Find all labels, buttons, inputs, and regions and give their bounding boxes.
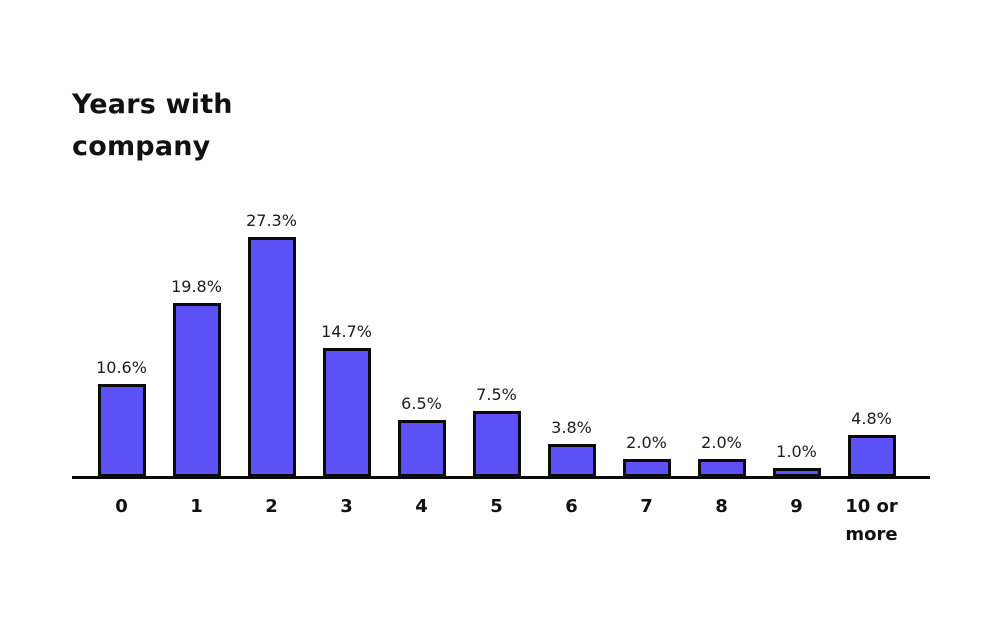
bar-group: 1.0%: [759, 167, 834, 477]
bar-group: 6.5%: [384, 167, 459, 477]
bar-group: 10.6%: [84, 167, 159, 477]
bar-group: 7.5%: [459, 167, 534, 477]
x-axis-tick-label: 10 or more: [845, 496, 898, 545]
bar: [247, 237, 296, 477]
bar-value-label: 2.0%: [701, 433, 742, 452]
x-axis-tick-label: 3: [340, 496, 353, 517]
x-axis-tick-label: 0: [115, 496, 128, 517]
bar: [697, 459, 746, 477]
bar-group: 4.8%: [834, 167, 909, 477]
bar: [547, 444, 596, 477]
bar-group: 14.7%: [309, 167, 384, 477]
bar-value-label: 27.3%: [246, 211, 297, 230]
bar-group: 19.8%: [159, 167, 234, 477]
bar: [172, 303, 221, 477]
bar: [97, 384, 146, 477]
bars-row: 10.6% 19.8% 27.3% 14.7% 6.5% 7.5% 3.8% 2…: [84, 167, 909, 477]
x-axis-line: [72, 476, 930, 479]
x-axis-tick-label: 6: [565, 496, 578, 517]
x-axis-tick-label: 8: [715, 496, 728, 517]
x-axis-tick-label: 7: [640, 496, 653, 517]
bar: [322, 348, 371, 477]
bar-value-label: 19.8%: [171, 277, 222, 296]
bar-value-label: 6.5%: [401, 394, 442, 413]
bar: [772, 468, 821, 477]
bar: [397, 420, 446, 477]
x-axis-tick-label: 1: [190, 496, 203, 517]
x-axis-tick-label: 5: [490, 496, 503, 517]
bar-value-label: 2.0%: [626, 433, 667, 452]
bar-value-label: 10.6%: [96, 358, 147, 377]
chart-title: Years with company: [72, 89, 233, 162]
x-axis-labels: 0 1 2 3 4 5 6 7 8 9 10 or more: [84, 493, 909, 549]
bar: [472, 411, 521, 477]
bar: [847, 435, 896, 477]
bar-value-label: 4.8%: [851, 409, 892, 428]
bar-group: 2.0%: [609, 167, 684, 477]
bar-group: 27.3%: [234, 167, 309, 477]
x-axis-tick-label: 2: [265, 496, 278, 517]
bar-value-label: 3.8%: [551, 418, 592, 437]
x-axis-tick-label: 4: [415, 496, 428, 517]
bar-group: 3.8%: [534, 167, 609, 477]
x-axis-tick-label: 9: [790, 496, 803, 517]
bar-value-label: 14.7%: [321, 322, 372, 341]
bar: [622, 459, 671, 477]
bar-value-label: 7.5%: [476, 385, 517, 404]
bar-group: 2.0%: [684, 167, 759, 477]
bar-value-label: 1.0%: [776, 442, 817, 461]
